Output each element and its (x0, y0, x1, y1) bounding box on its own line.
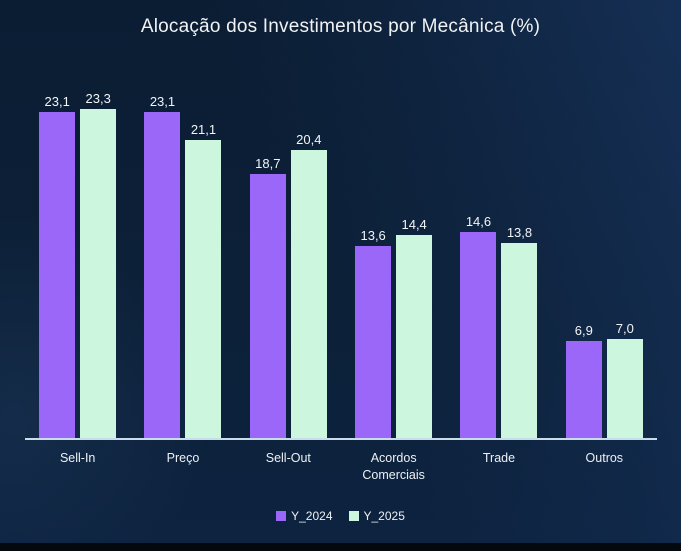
bar-group-pre-o: 23,1 21,1 (130, 94, 235, 438)
category-label-sell-out: Sell-Out (265, 451, 311, 465)
x-axis-line (25, 438, 657, 440)
legend-swatch-y-2025 (348, 511, 359, 521)
bar-y-2025-pre-o (185, 140, 222, 438)
value-label-y-2024-sell-in: 23,1 (44, 94, 70, 109)
x-axis-labels: Sell-In Preço Sell-Out Acordos Comerciais Tr… (25, 450, 657, 484)
bottom-strip (0, 543, 681, 551)
bar-y-2024-sell-out (249, 174, 286, 438)
value-label-y-2024-trade: 14,6 (465, 214, 492, 229)
bar-item-y-2025-acordos-comerciais: 14,4 (396, 217, 433, 438)
bar-group-sell-in: 23,1 23,3 (25, 91, 130, 438)
value-label-y-2025-trade: 13,8 (506, 225, 533, 240)
legend-item-y-2024: Y_2024 (276, 509, 333, 523)
legend-swatch-y-2024 (276, 511, 287, 521)
value-label-y-2024-outros: 6,9 (574, 323, 593, 338)
bar-item-y-2024-pre-o: 23,1 (144, 94, 181, 438)
plot-area: 23,1 23,3 23,1 21,1 18,7 20,4 13,6 14,4 14,6 13,8… (25, 91, 657, 438)
category-label-pre-o: Preço (166, 451, 200, 465)
bar-y-2025-sell-in (80, 109, 117, 438)
bar-group-sell-out: 18,7 20,4 (236, 132, 341, 438)
bar-item-y-2025-trade: 13,8 (501, 225, 538, 438)
category-label-trade: Trade (482, 451, 516, 465)
category-label-outros: Outros (585, 451, 624, 465)
bar-y-2024-acordos-comerciais (355, 246, 392, 438)
value-label-y-2025-sell-out: 20,4 (296, 132, 322, 147)
value-label-y-2025-outros: 7,0 (615, 321, 634, 336)
legend-item-y-2025: Y_2025 (348, 509, 405, 523)
bar-item-y-2024-sell-out: 18,7 (249, 156, 286, 438)
bar-item-y-2024-sell-in: 23,1 (39, 94, 76, 438)
bar-group-outros: 6,9 7,0 (552, 321, 657, 438)
bar-y-2025-trade (501, 243, 538, 438)
bar-item-y-2024-outros: 6,9 (565, 323, 602, 438)
bar-item-y-2024-acordos-comerciais: 13,6 (355, 228, 392, 438)
bar-y-2024-pre-o (144, 112, 181, 438)
value-label-y-2025-pre-o: 21,1 (190, 122, 217, 137)
bar-y-2025-outros (606, 339, 643, 438)
bar-y-2025-acordos-comerciais (396, 235, 433, 438)
bar-y-2025-sell-out (290, 150, 327, 438)
bar-group-acordos-comerciais: 13,6 14,4 (341, 217, 446, 438)
legend-label-y-2024: Y_2024 (291, 509, 333, 523)
bar-item-y-2025-sell-out: 20,4 (290, 132, 327, 438)
bar-item-y-2024-trade: 14,6 (460, 214, 497, 438)
legend: Y_2024 Y_2025 (0, 509, 681, 523)
bar-item-y-2025-sell-in: 23,3 (80, 91, 117, 438)
value-label-y-2025-acordos-comerciais: 14,4 (401, 217, 427, 232)
bar-y-2024-outros (565, 341, 602, 438)
bar-item-y-2025-outros: 7,0 (606, 321, 643, 438)
bar-y-2024-sell-in (39, 112, 76, 438)
category-label-acordos-comerciais: Acordos Comerciais (362, 451, 425, 482)
category-label-sell-in: Sell-In (59, 451, 96, 465)
bar-y-2024-trade (460, 232, 497, 438)
bar-group-trade: 14,6 13,8 (446, 214, 551, 438)
value-label-y-2024-acordos-comerciais: 13,6 (360, 228, 386, 243)
chart-title: Alocação dos Investimentos por Mecânica … (140, 16, 541, 37)
legend-label-y-2025: Y_2025 (363, 509, 405, 523)
bar-item-y-2025-pre-o: 21,1 (185, 122, 222, 438)
value-label-y-2024-pre-o: 23,1 (149, 94, 176, 109)
value-label-y-2024-sell-out: 18,7 (255, 156, 281, 171)
value-label-y-2025-sell-in: 23,3 (85, 91, 111, 106)
